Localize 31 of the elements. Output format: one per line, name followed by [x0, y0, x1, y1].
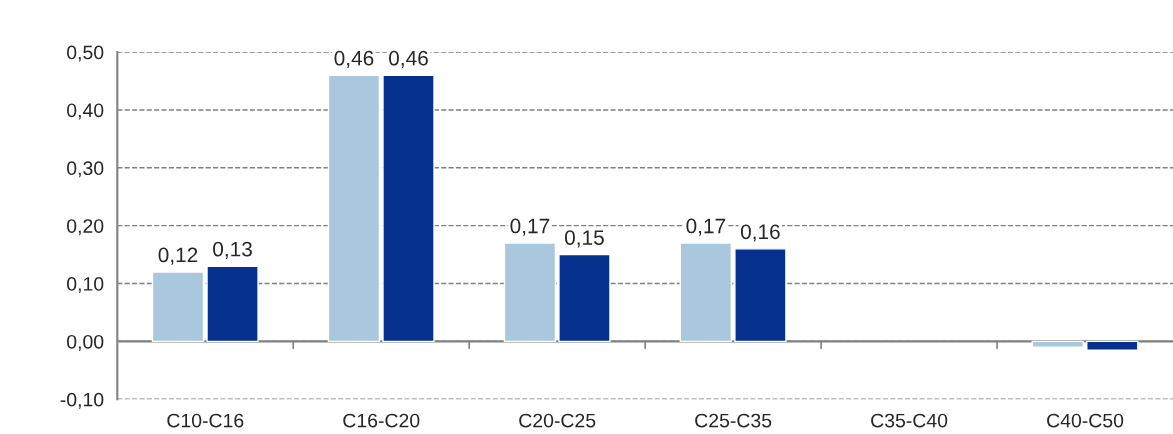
bar — [206, 265, 259, 343]
data-label: 0,46 — [389, 50, 428, 69]
bar — [558, 253, 611, 343]
x-tick-label: C10-C16 — [167, 413, 244, 428]
data-label: 0,17 — [510, 218, 550, 236]
bar — [1086, 340, 1139, 351]
bar — [503, 242, 557, 343]
data-label: 0,16 — [740, 224, 780, 242]
y-tick-label: 0,50 — [67, 45, 104, 62]
data-label: 0,13 — [213, 241, 252, 259]
bar — [151, 271, 205, 343]
bar — [327, 74, 381, 343]
bar — [679, 242, 733, 343]
data-label: 0,46 — [334, 50, 374, 69]
data-label: 0,12 — [158, 247, 198, 265]
bar — [1031, 340, 1084, 348]
y-tick-label: 0,20 — [67, 219, 104, 236]
data-label: 0,17 — [686, 218, 726, 236]
x-tick-label: C25-C35 — [695, 413, 772, 428]
x-tick-label: C40-C50 — [1047, 413, 1124, 428]
y-tick-label: 0,40 — [67, 103, 104, 120]
y-tick-label: 0,10 — [67, 277, 104, 294]
y-tick-label: -0,10 — [60, 392, 104, 409]
x-tick-label: C20-C25 — [519, 413, 596, 428]
y-tick-label: 0,30 — [67, 161, 104, 178]
y-tick-label: 0,00 — [67, 334, 104, 351]
data-label: 0,15 — [564, 230, 604, 248]
bar — [382, 74, 435, 343]
bar — [734, 248, 787, 343]
x-tick-label: C16-C20 — [343, 413, 420, 428]
x-tick-label: C35-C40 — [871, 413, 948, 428]
